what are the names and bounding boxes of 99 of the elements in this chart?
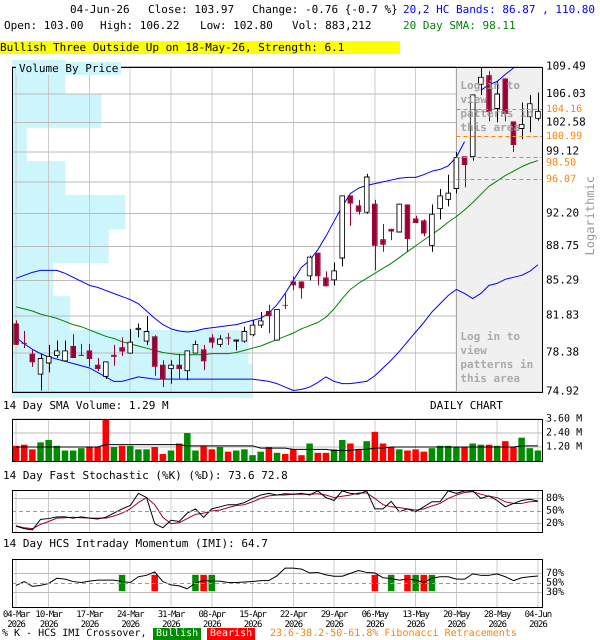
text: Vol: 883,212 — [292, 19, 372, 32]
y-tick-label: 88.75 — [546, 239, 580, 252]
y-tick-label: 2.40 M — [546, 428, 582, 439]
y-tick-label: 92.20 — [546, 206, 580, 220]
bar — [224, 452, 232, 461]
y-tick-label: 50% — [546, 506, 564, 517]
text: Bullish Three Outside Up on 18-May-26, Strength: 6.1 — [0, 41, 400, 54]
y-tick-label: 74.92 — [546, 384, 580, 398]
candlestick — [445, 174, 452, 207]
legend-title: % K - HCS IMI Crossover, — [2, 628, 146, 640]
chart-title: Volume By Price — [16, 62, 122, 75]
candlestick — [314, 252, 321, 286]
bar — [266, 447, 272, 461]
candlestick — [306, 255, 312, 281]
candlestick — [176, 353, 182, 380]
x-tick-label: 24-Mar 2026 — [116, 610, 146, 630]
x-tick-label: 28-May 2026 — [484, 610, 512, 630]
bar — [168, 450, 174, 461]
chart-title: 14 Day SMA Volume: 1.29 M — [3, 399, 169, 412]
bar — [110, 447, 118, 461]
y-tick-label: 50% — [546, 578, 564, 589]
bar — [216, 447, 224, 461]
text: 20,2 HC Bands: 86.87 , 110.80 — [403, 3, 596, 16]
y-tick-label: 85.29 — [546, 273, 580, 286]
bar — [461, 447, 468, 461]
bar — [118, 446, 126, 461]
candlestick — [119, 336, 125, 356]
ref-line-label: 104.16 — [546, 104, 582, 116]
text: Bullish — [153, 628, 202, 640]
y-tick-label: 70% — [546, 568, 564, 579]
text: Open: 103.00 — [4, 19, 84, 32]
candlestick — [250, 320, 256, 337]
candlestick — [420, 218, 427, 237]
bar — [486, 444, 492, 461]
y-tick-label: 30% — [546, 587, 564, 598]
candlestick — [331, 262, 337, 286]
bar — [274, 452, 280, 461]
ref-line-label: 100.99 — [546, 131, 582, 142]
ref-line-label: 96.07 — [546, 174, 576, 186]
text: Close: 103.97 — [148, 3, 234, 16]
bar — [355, 449, 362, 461]
chart-title: 14 Day HCS Intraday Momentum (IMI): 64.7 — [3, 537, 268, 550]
x-tick-label: 29-Apr 2026 — [320, 610, 349, 630]
candlestick — [380, 224, 386, 252]
bar — [143, 449, 150, 461]
bar — [428, 448, 436, 461]
y-tick-label: 20% — [546, 518, 564, 530]
x-tick-label: 10-Mar 2026 — [35, 610, 64, 630]
text: 23.6-38.2-50-61.8% Fibonacci Retracements — [270, 628, 517, 640]
candlestick — [46, 344, 52, 373]
y-tick-label: 1.20 M — [546, 442, 582, 453]
text: Change: -0.76 {-0.7 %} — [252, 3, 398, 16]
bar — [347, 444, 354, 461]
candlestick — [217, 334, 223, 348]
x-tick-label: 13-May 2026 — [402, 610, 430, 630]
ref-line-label: 98.50 — [546, 157, 576, 168]
text: DAILY CHART — [430, 399, 503, 412]
candlestick — [290, 276, 296, 291]
y-axis-title: Logarithmic — [583, 176, 597, 256]
y-tick-label: 109.49 — [546, 59, 586, 72]
text: 04-Jun-26 — [70, 3, 130, 16]
x-tick-label: 06-May 2026 — [362, 610, 390, 630]
candlestick — [462, 156, 468, 188]
y-tick-label: 80% — [546, 492, 564, 504]
bar — [404, 450, 411, 461]
y-tick-label: 78.38 — [546, 346, 580, 359]
candlestick — [298, 280, 304, 300]
x-tick-label: 04-Mar 2026 — [2, 610, 31, 630]
candlestick — [348, 194, 354, 226]
x-tick-label: 22-Apr 2026 — [280, 610, 308, 630]
x-tick-label: 15-Apr 2026 — [239, 610, 268, 630]
candlestick — [94, 358, 100, 372]
band-label: Log in to view patterns in this area — [460, 330, 534, 385]
x-tick-label: 04-Jun 2026 — [524, 610, 552, 630]
chart-title: 14 Day Fast Stochastic (%K) (%D): 73.6 72.8 — [3, 469, 288, 482]
candlestick — [86, 343, 92, 368]
x-tick-label: 08-Apr 2026 — [198, 610, 227, 630]
bar — [396, 449, 403, 461]
text: Low: 102.80 — [200, 19, 273, 32]
x-tick-label: 20-May 2026 — [443, 610, 472, 630]
bar — [176, 444, 182, 461]
bar — [494, 446, 500, 461]
candlestick — [168, 360, 174, 384]
y-tick-label: 102.58 — [546, 115, 586, 128]
candlestick — [54, 340, 60, 359]
candlestick — [356, 199, 362, 216]
x-tick-label: 17-Mar 2026 — [76, 610, 104, 630]
y-tick-label: 3.60 M — [546, 414, 582, 425]
candlestick — [208, 334, 215, 349]
text: High: 106.22 — [100, 19, 180, 32]
text: Bearish — [207, 628, 256, 640]
y-tick-label: 106.03 — [546, 86, 586, 100]
bar — [306, 444, 313, 461]
text: 20 Day SMA: 98.11 — [403, 19, 516, 32]
candlestick — [437, 188, 443, 220]
y-tick-label: 99.12 — [546, 144, 580, 158]
bar — [363, 441, 370, 461]
y-tick-label: 81.83 — [546, 308, 580, 322]
bar — [86, 447, 93, 461]
